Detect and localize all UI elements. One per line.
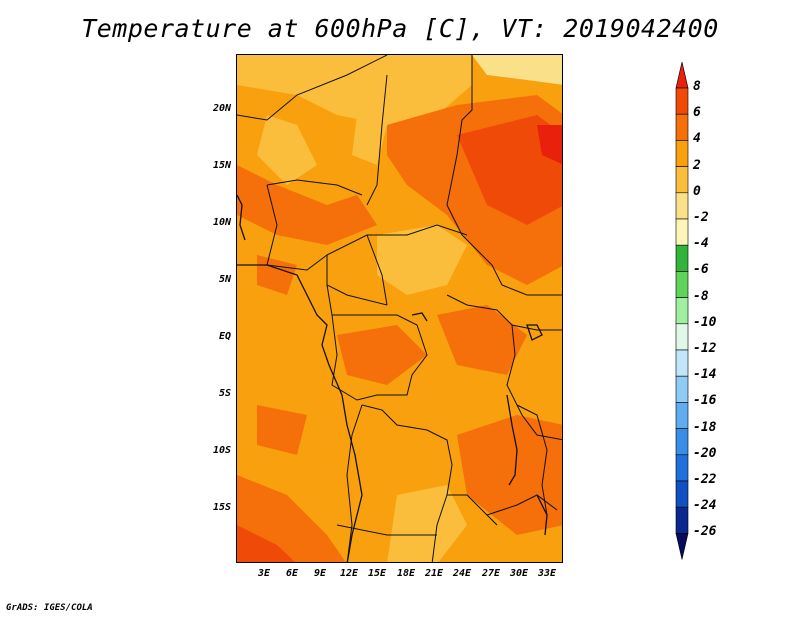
- colorbar-swatch: [675, 61, 689, 89]
- lat-label: 15S: [212, 502, 231, 513]
- warm-zone-southeast: [457, 415, 562, 535]
- colorbar-label: -20: [693, 445, 717, 461]
- cool-zone-central: [377, 225, 467, 295]
- colorbar-label: -24: [693, 498, 717, 514]
- colorbar-swatch: [675, 140, 689, 167]
- colorbar-swatch: [675, 323, 689, 351]
- warm-zone-southwest-2: [257, 405, 307, 455]
- colorbar-swatch: [675, 480, 689, 508]
- lon-label: 33E: [537, 568, 557, 579]
- cool-zone-central-north: [352, 115, 387, 165]
- colorbar-label: -22: [693, 472, 717, 487]
- temperature-map: [237, 55, 562, 562]
- colorbar-swatch: [675, 218, 689, 246]
- colorbar-label: -14: [693, 367, 717, 383]
- lat-label: 5N: [218, 274, 231, 285]
- hot-zone-northeast: [457, 115, 562, 225]
- colorbar-swatch: [675, 271, 689, 298]
- lake-victoria: [526, 324, 543, 341]
- warm-zone-west: [237, 165, 377, 245]
- lon-label: 27E: [481, 568, 501, 579]
- colorbar-swatch: [675, 166, 689, 194]
- lat-label: 20N: [212, 103, 231, 114]
- warm-zone-east: [437, 305, 527, 375]
- plot-title: Temperature at 600hPa [C], VT: 201904240…: [81, 14, 719, 43]
- colorbar-swatch: [675, 244, 689, 272]
- lake-tanganyika: [506, 394, 518, 486]
- colorbar-label: 6: [693, 105, 701, 121]
- colorbar-swatch: [675, 192, 689, 220]
- cool-zone-northeast: [472, 55, 562, 85]
- lon-label: 3E: [257, 568, 271, 579]
- lake-kivu: [411, 312, 428, 322]
- lon-label: 21E: [424, 568, 444, 579]
- lon-label: 6E: [285, 568, 299, 579]
- colorbar-swatch: [675, 349, 689, 377]
- lon-label: 15E: [367, 568, 387, 579]
- colorbar-label: -6: [693, 262, 709, 278]
- colorbar-label: -12: [693, 341, 717, 356]
- map-panel: [236, 54, 563, 563]
- colorbar-swatch: [675, 428, 689, 456]
- lat-label: 15N: [212, 160, 231, 171]
- cool-zone-north: [237, 55, 472, 125]
- hottest-zone: [537, 125, 562, 165]
- colorbar-swatch: [675, 375, 689, 403]
- colorbar-label: 0: [693, 183, 701, 199]
- colorbar-swatch: [675, 533, 689, 560]
- lat-label: EQ: [218, 331, 231, 342]
- colorbar-label: 4: [693, 131, 701, 147]
- cool-zone-west: [257, 115, 317, 185]
- cool-zone-south: [387, 485, 467, 562]
- colorbar-label: -16: [693, 393, 717, 409]
- lat-label: 10S: [212, 445, 231, 456]
- colorbar-swatch: [675, 506, 689, 534]
- warm-zone-congo: [337, 325, 427, 385]
- credit-text: GrADS: IGES/COLA: [6, 603, 93, 613]
- hot-zone-southwest: [237, 525, 295, 562]
- colorbar-label: 8: [693, 79, 701, 94]
- lon-label: 12E: [339, 568, 359, 579]
- colorbar-swatch: [675, 402, 689, 429]
- colorbar-label: -10: [693, 314, 717, 330]
- colorbar-swatch: [675, 113, 689, 141]
- lon-label: 30E: [509, 568, 529, 579]
- lat-label: 10N: [212, 217, 231, 228]
- lat-label: 5S: [218, 388, 231, 399]
- lake-malawi: [536, 494, 548, 536]
- colorbar-label: -8: [693, 288, 709, 304]
- colorbar-label: 2: [693, 157, 701, 173]
- colorbar-label: -2: [693, 210, 709, 225]
- lon-label: 18E: [396, 568, 416, 579]
- lon-label: 24E: [452, 568, 472, 579]
- lakes: [411, 312, 548, 536]
- colorbar-label: -26: [693, 524, 717, 540]
- colorbar-label: -4: [693, 236, 709, 252]
- colorbar-swatch: [675, 87, 689, 115]
- colorbar-swatch: [675, 454, 689, 482]
- colorbar-label: -18: [693, 419, 717, 435]
- colorbar-swatch: [675, 297, 689, 325]
- lon-label: 9E: [313, 568, 327, 579]
- coastline: [237, 194, 363, 562]
- country-borders: [237, 55, 562, 562]
